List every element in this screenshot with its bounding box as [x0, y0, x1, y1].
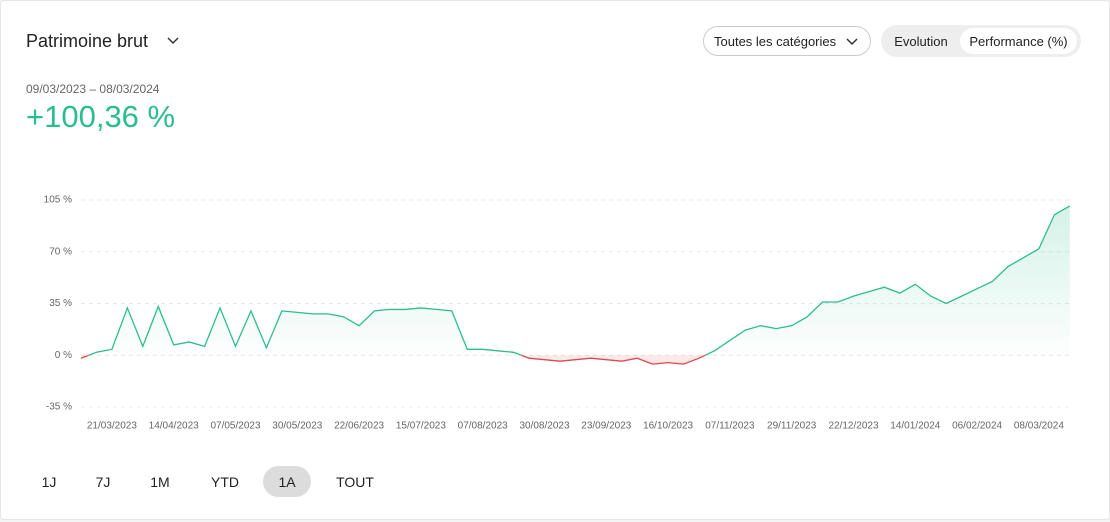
toggle-option[interactable]: Evolution [894, 33, 948, 49]
area [81, 205, 1070, 356]
chevron [846, 38, 858, 46]
line [86, 205, 1071, 356]
title[interactable]: Patrimoine brut [26, 31, 149, 51]
range-button[interactable]: YTD [211, 473, 239, 490]
range-button[interactable]: 1M [150, 473, 170, 490]
x-tick-label: 08/03/2024 [1014, 421, 1064, 432]
y-tick-label: 35 % [49, 298, 72, 309]
x-tick-label: 21/03/2023 [87, 421, 137, 432]
x-tick-label: 23/09/2023 [581, 421, 631, 432]
toggle-option[interactable]: Performance (%) [960, 28, 1077, 54]
range-button[interactable]: 1A [263, 466, 311, 497]
toggle: Evolution Performance (%) [881, 25, 1081, 57]
chevron [167, 37, 179, 45]
x-tick-label: 07/05/2023 [210, 421, 260, 432]
x-tick-label: 06/02/2024 [952, 421, 1002, 432]
x-tick-label: 07/11/2023 [705, 421, 755, 432]
y-tick-label: 105 % [44, 195, 72, 206]
y-tick-label: 0 % [55, 350, 72, 361]
x-tick-label: 14/04/2023 [149, 421, 199, 432]
date-range: 09/03/2023 – 08/03/2024 [26, 82, 160, 96]
x-tick-label: 15/07/2023 [396, 421, 446, 432]
line [80, 355, 707, 365]
range-button[interactable]: 1J [41, 473, 57, 490]
chart: -35 % 0 % 35 % 70 % 105 % 21/03/2023 14/04/202… [44, 195, 1071, 432]
category-dropdown[interactable]: Toutes les catégories [703, 26, 871, 56]
x-tick-label: 29/11/2023 [767, 421, 817, 432]
x-tick-label: 22/12/2023 [828, 421, 878, 432]
performance: +100,36 % [26, 99, 176, 134]
x-tick-label: 22/06/2023 [334, 421, 384, 432]
x-tick-label: 30/05/2023 [272, 421, 322, 432]
x-tick-label: 07/08/2023 [458, 421, 508, 432]
y-tick-label: -35 % [46, 402, 72, 413]
range-button[interactable]: 7J [95, 473, 111, 490]
range-button[interactable]: TOUT [336, 473, 374, 490]
x-tick-label: 30/08/2023 [519, 421, 569, 432]
y-tick-label: 70 % [49, 246, 72, 257]
x-tick-label: 16/10/2023 [643, 421, 693, 432]
x-tick-label: 14/01/2024 [890, 421, 940, 432]
category-label: Toutes les catégories [714, 33, 837, 49]
